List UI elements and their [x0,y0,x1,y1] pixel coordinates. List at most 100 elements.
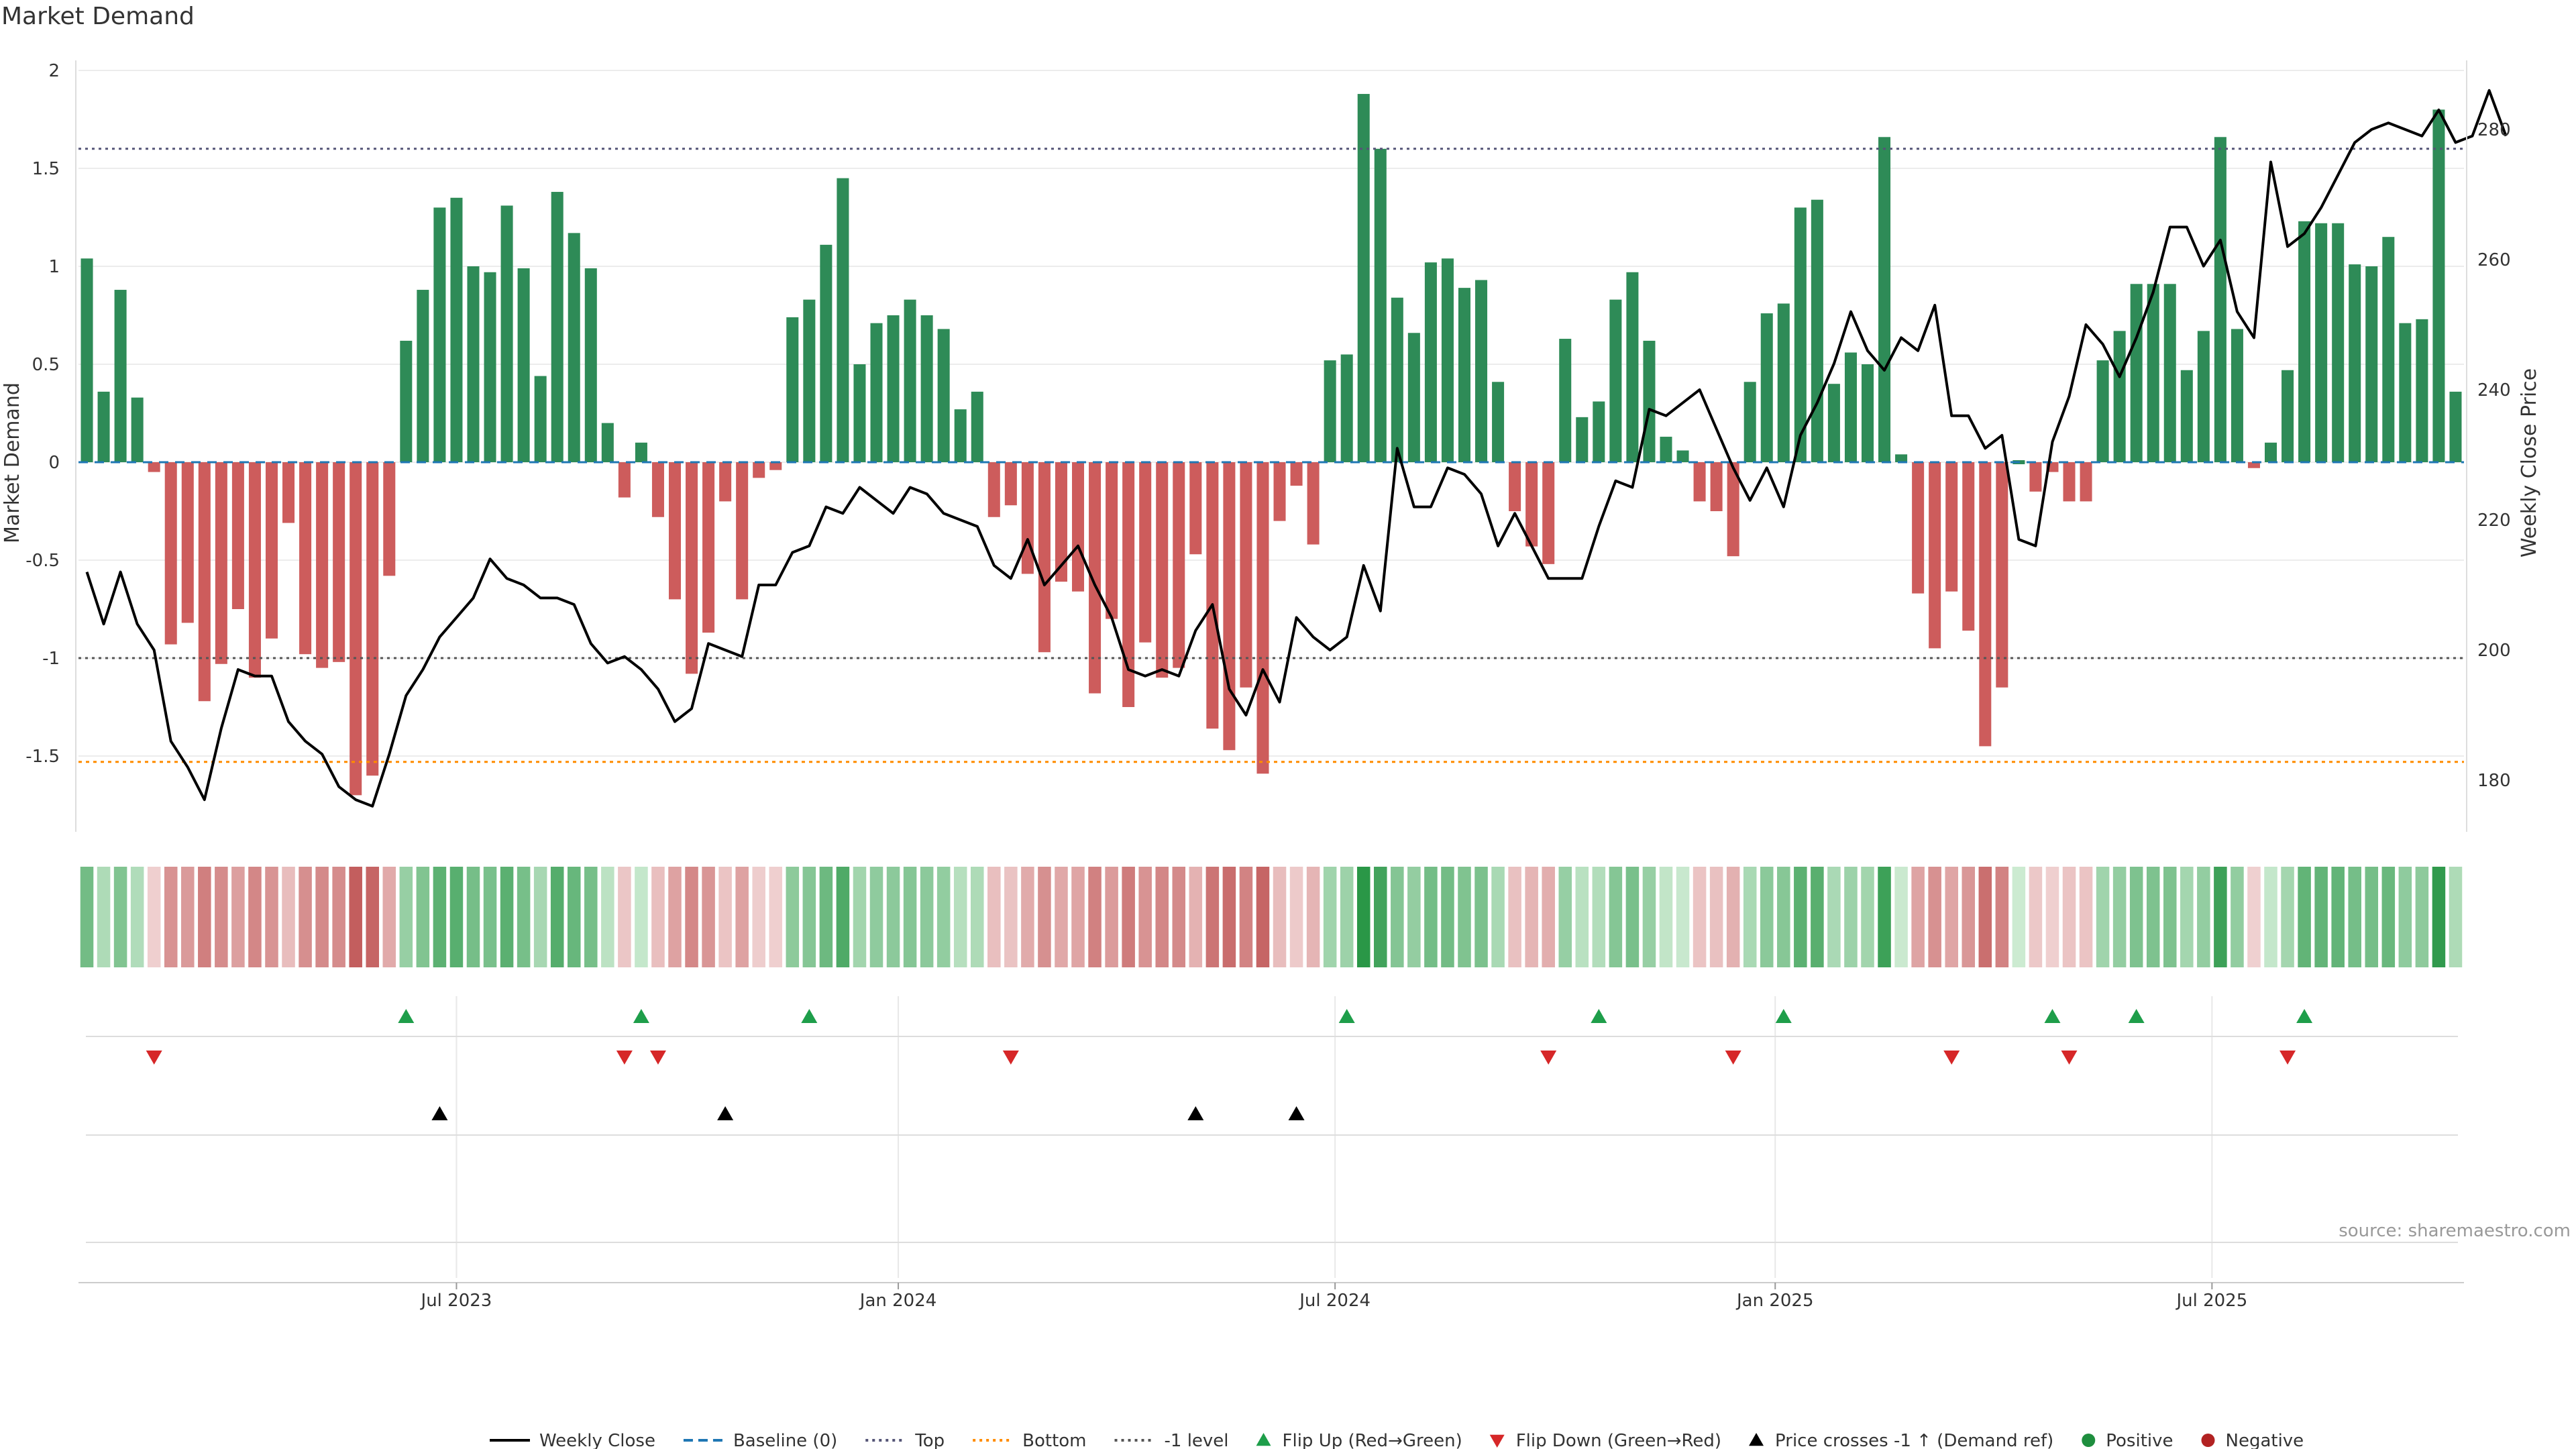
legend-swatch [2082,1434,2096,1447]
demand-bar [350,462,362,796]
flip-down-marker [2279,1051,2296,1065]
strip-cell [2029,867,2043,967]
strip-cell [1726,867,1740,967]
strip-cell [769,867,783,967]
demand-bar [1206,462,1219,729]
strip-cell [2062,867,2076,967]
strip-cell [1777,867,1790,967]
legend-item: Flip Down (Green→Red) [1489,1431,1721,1449]
demand-bar [2147,284,2159,462]
demand-bar [1827,384,1840,462]
chart-title: Market Demand [1,3,195,30]
strip-cell [819,867,833,967]
y2-tick-label: 280 [2477,120,2511,140]
demand-bar [2332,223,2345,462]
strip-cell [1592,867,1606,967]
strip-cell [1356,867,1371,967]
strip-cell [1424,867,1438,967]
demand-bar [2130,284,2143,462]
flip-down-marker [1725,1051,1741,1065]
strip-cell [2449,867,2463,967]
demand-bar [954,409,967,462]
strip-cell [130,867,144,967]
demand-bar [1643,340,1656,462]
y-tick-label: -0.5 [25,551,60,571]
strip-cell [1844,867,1858,967]
y-tick-label: 1.5 [32,159,60,179]
strip-cell [1928,867,1941,967]
strip-cell [1205,867,1220,967]
strip-cell [936,867,951,967]
demand-bar [686,462,698,674]
demand-heat-strip [80,867,2463,967]
demand-bar [1626,272,1639,462]
strip-cell [1441,867,1454,967]
demand-bar [1979,462,1992,747]
demand-bar [651,462,664,517]
flip-down-marker [1540,1051,1557,1065]
demand-bar [668,462,682,600]
strip-cell [1038,867,1051,967]
strip-cell [265,867,278,967]
legend-label: Baseline (0) [733,1431,837,1449]
demand-bar [1593,401,1605,462]
legend-item: Negative [2201,1431,2304,1449]
demand-bar [1424,262,1437,462]
demand-bar [1055,462,1067,582]
strip-cell [2415,867,2429,967]
strip-cell [1995,867,2009,967]
strip-cell [2348,867,2361,967]
demand-bar [1542,462,1555,564]
strip-cell [282,867,295,967]
demand-bar [870,323,883,462]
demand-bar [601,423,614,462]
demand-bar [231,462,244,609]
demand-bar [282,462,295,523]
x-tick-label: Jul 2023 [420,1291,492,1311]
strip-cell [1642,867,1656,967]
demand-bar [1256,462,1269,774]
strip-cell [399,867,413,967]
flip-up-marker [801,1009,818,1023]
strip-cell [550,867,564,967]
strip-cell [2264,867,2277,967]
strip-cell [735,867,749,967]
legend-label: Bottom [1022,1431,1086,1449]
price-cross-marker [1187,1106,1204,1120]
y2-tick-label: 220 [2477,511,2511,531]
strip-cell [786,867,800,967]
strip-cell [1945,867,1958,967]
demand-bar [1240,462,1252,688]
strip-cell [332,867,345,967]
strip-cell [1609,867,1623,967]
demand-bar [80,258,93,462]
demand-bar [1156,462,1169,678]
strip-cell [533,867,547,967]
demand-bar [1962,462,1975,631]
demand-bar [198,462,211,702]
legend-item: Bottom [973,1431,1087,1449]
demand-bar [2432,109,2445,462]
demand-bar [551,192,564,462]
legend-item: Weekly Close [490,1431,655,1449]
demand-bar [97,391,110,462]
strip-cell [2197,867,2210,967]
demand-bar [1895,454,1908,462]
demand-bar [1223,462,1236,751]
demand-bar [568,233,580,462]
demand-bar [248,462,261,678]
demand-bar [1391,297,1403,462]
demand-bar [1458,288,1471,462]
strip-cell [1827,867,1841,967]
strip-cell [449,867,464,967]
strip-cell [618,867,631,967]
demand-bar [517,268,530,462]
strip-cell [1894,867,1908,967]
flip-down-marker [1943,1051,1960,1065]
demand-bar [1307,462,1320,545]
demand-bar [1861,364,1874,462]
demand-bar [2029,462,2042,492]
strip-cell [2281,867,2294,967]
demand-bar [1407,333,1420,462]
strip-cell [1794,867,1807,967]
